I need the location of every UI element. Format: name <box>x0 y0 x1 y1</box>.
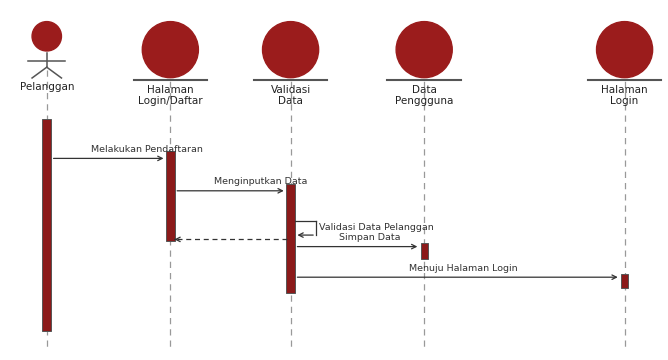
Text: Menuju Halaman Login: Menuju Halaman Login <box>409 264 517 273</box>
Bar <box>43 119 51 331</box>
Text: Data
Penggguna: Data Penggguna <box>395 85 454 106</box>
Bar <box>287 184 295 293</box>
Bar <box>421 243 428 259</box>
Text: Pelanggan: Pelanggan <box>19 82 74 92</box>
Bar <box>621 274 629 288</box>
Ellipse shape <box>263 22 319 78</box>
Ellipse shape <box>32 22 61 51</box>
Text: Halaman
Login: Halaman Login <box>601 85 648 106</box>
Bar <box>166 151 175 241</box>
Text: Melakukan Pendaftaran: Melakukan Pendaftaran <box>92 145 203 154</box>
Ellipse shape <box>142 22 198 78</box>
Ellipse shape <box>396 22 452 78</box>
Ellipse shape <box>597 22 653 78</box>
Text: Validasi Data Pelanggan: Validasi Data Pelanggan <box>319 223 434 232</box>
Text: Validasi
Data: Validasi Data <box>271 85 311 106</box>
Text: Halaman
Login/Daftar: Halaman Login/Daftar <box>138 85 202 106</box>
Text: Simpan Data: Simpan Data <box>339 233 400 242</box>
Text: Menginputkan Data: Menginputkan Data <box>214 177 307 186</box>
